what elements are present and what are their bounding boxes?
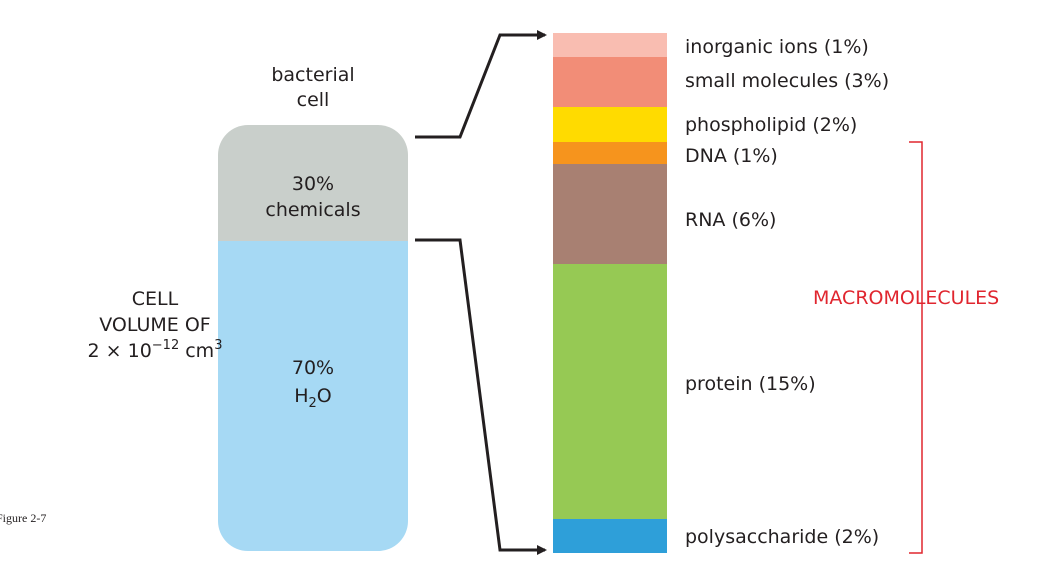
- component-label: RNA (6%): [685, 209, 776, 231]
- volume-exponent: −12: [152, 338, 179, 353]
- cell: [218, 125, 408, 551]
- component-label: polysaccharide (2%): [685, 526, 879, 548]
- formula-part: H: [294, 385, 308, 407]
- arrow: [415, 238, 547, 555]
- arrow: [415, 30, 547, 139]
- cell-label: bacterial: [271, 64, 354, 86]
- component-label: phospholipid (2%): [685, 114, 857, 136]
- component-label: DNA (1%): [685, 145, 778, 167]
- component-label: protein (15%): [685, 373, 816, 395]
- segment: [553, 57, 667, 107]
- formula-subscript: 2: [309, 396, 317, 411]
- component-label: small molecules (3%): [685, 70, 889, 92]
- component-label: inorganic ions (1%): [685, 36, 869, 58]
- volume-label: CELL: [132, 288, 179, 310]
- volume-base: 2 × 10: [88, 340, 152, 362]
- bracket: [909, 141, 923, 554]
- cell-label: cell: [297, 89, 330, 111]
- volume-unit-exponent: 3: [214, 338, 222, 353]
- formula-part: O: [317, 385, 332, 407]
- volume-label: VOLUME OF: [99, 314, 211, 336]
- chemicals-label: chemicals: [265, 199, 360, 221]
- chemicals-percent: 30%: [292, 173, 334, 195]
- segment: [553, 519, 667, 553]
- segment: [553, 142, 667, 164]
- water-region: [218, 241, 408, 551]
- water-percent: 70%: [292, 357, 334, 379]
- segment: [553, 164, 667, 264]
- segment: [553, 33, 667, 57]
- water-formula: H2O: [294, 385, 332, 411]
- segment: [553, 264, 667, 519]
- volume-value: 2 × 10−12 cm3: [88, 338, 223, 362]
- chemicals-region: [218, 125, 408, 241]
- volume-unit: cm: [185, 340, 214, 362]
- bracket-label: MACROMOLECULES: [813, 287, 999, 309]
- segment: [553, 107, 667, 142]
- figure-label: Figure 2-7: [0, 511, 46, 525]
- composition-bar: [553, 33, 667, 553]
